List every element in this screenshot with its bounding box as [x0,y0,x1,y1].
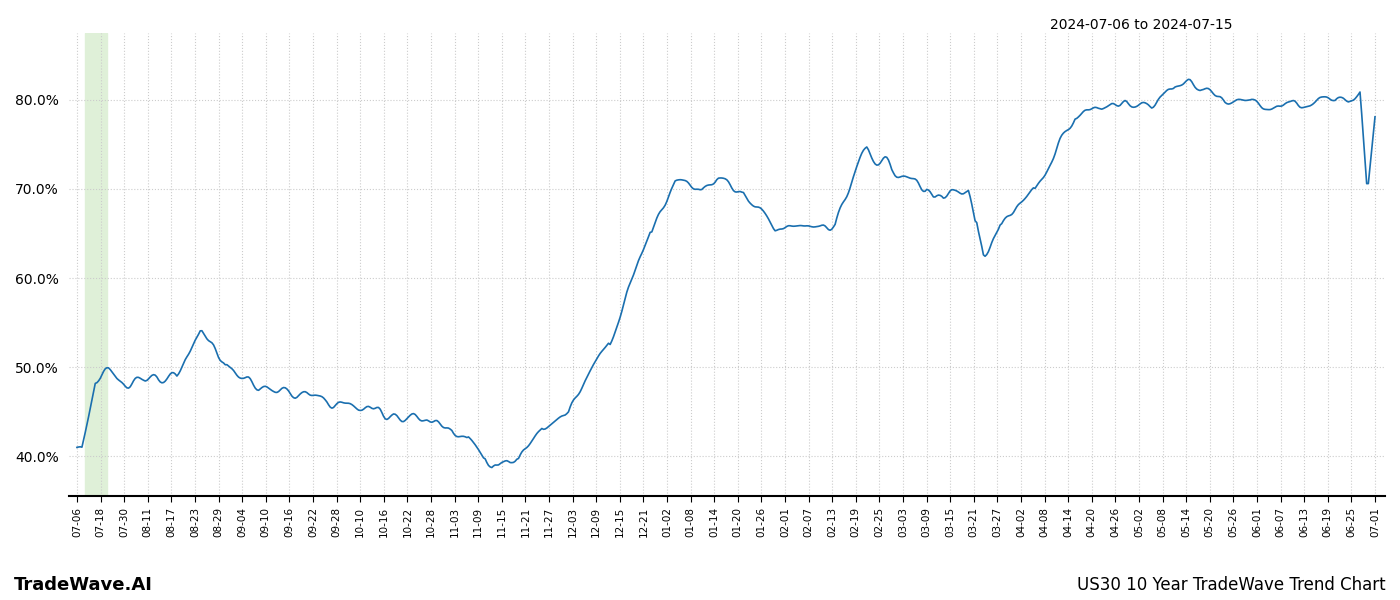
Bar [85,33,106,496]
Text: US30 10 Year TradeWave Trend Chart: US30 10 Year TradeWave Trend Chart [1078,576,1386,594]
Text: TradeWave.AI: TradeWave.AI [14,576,153,594]
Text: 2024-07-06 to 2024-07-15: 2024-07-06 to 2024-07-15 [1050,18,1232,32]
